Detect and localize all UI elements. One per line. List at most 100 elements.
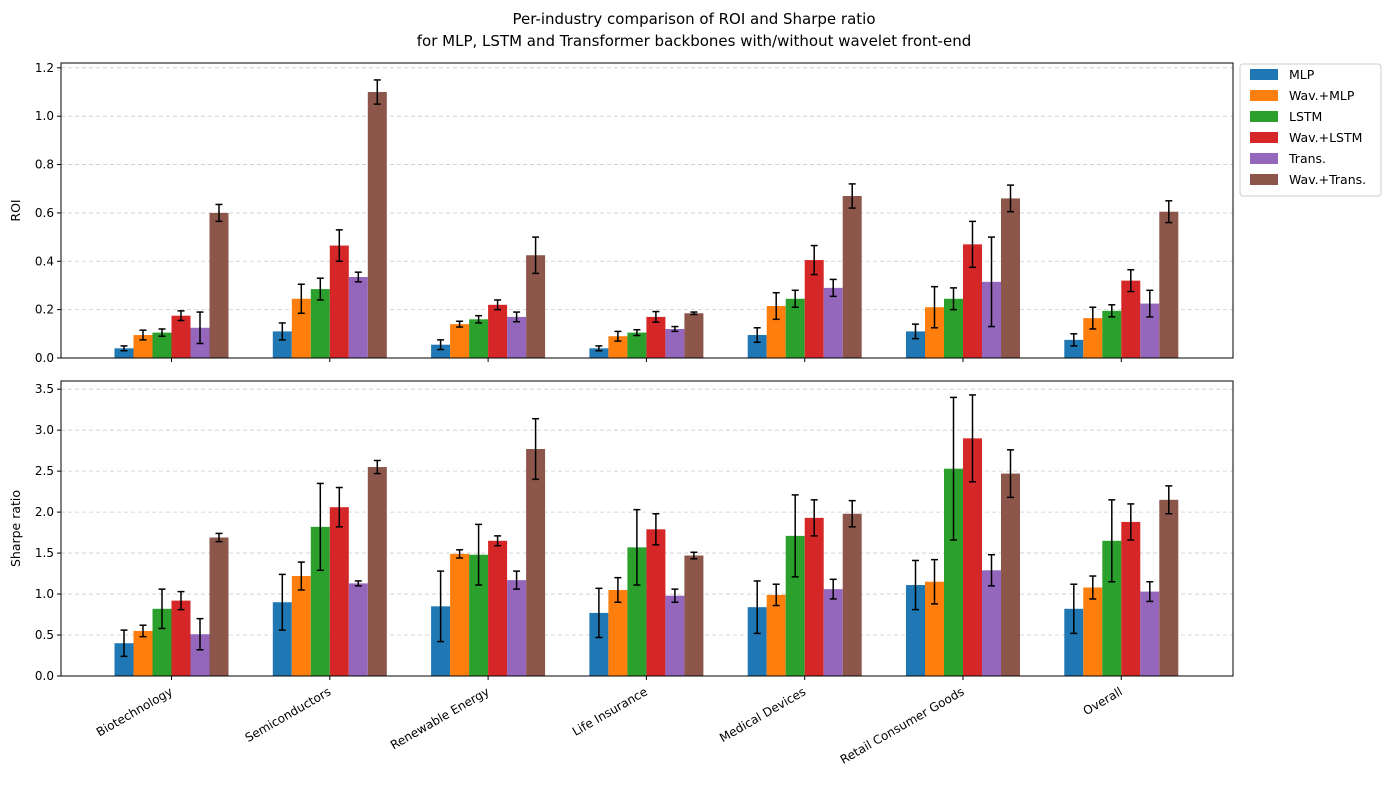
bar-mlp-semiconductors bbox=[272, 602, 292, 676]
errorbar-trans-medical-devices bbox=[829, 578, 837, 600]
legend-swatch-mlp bbox=[1250, 69, 1278, 80]
y-tick-label: 0.0 bbox=[35, 669, 54, 683]
bar-lstm-renewable-energy bbox=[469, 554, 489, 676]
errorbar-wav-lstm-biotechnology bbox=[177, 590, 185, 611]
bar-wav-trans-retail-consumer-goods bbox=[1001, 473, 1020, 676]
errorbar-wav-lstm-overall bbox=[1127, 268, 1135, 293]
bar-wav-lstm-renewable-energy bbox=[488, 304, 508, 358]
bar-trans-life-insurance bbox=[665, 595, 685, 676]
errorbar-wav-trans-renewable-energy bbox=[532, 417, 540, 481]
errorbar-wav-mlp-renewable-energy bbox=[456, 549, 464, 559]
errorbar-mlp-retail-consumer-goods bbox=[912, 323, 919, 340]
errorbar-lstm-renewable-energy bbox=[475, 314, 483, 324]
bar-mlp-life-insurance bbox=[589, 612, 609, 676]
errorbar-wav-lstm-renewable-energy bbox=[494, 535, 502, 547]
legend-label-wav-mlp: Wav.+MLP bbox=[1289, 88, 1355, 103]
bar-lstm-overall bbox=[1102, 310, 1122, 358]
errorbar-mlp-renewable-energy bbox=[437, 339, 445, 351]
errorbar-wav-trans-retail-consumer-goods bbox=[1007, 449, 1014, 499]
y-tick-label: 3.5 bbox=[35, 382, 54, 396]
bar-wav-lstm-overall bbox=[1121, 521, 1141, 676]
y-tick-label: 1.5 bbox=[35, 546, 54, 560]
errorbar-lstm-medical-devices bbox=[791, 494, 799, 578]
y-tick-label: 0.2 bbox=[35, 303, 54, 317]
errorbar-lstm-semiconductors bbox=[316, 482, 324, 572]
errorbar-wav-lstm-retail-consumer-goods bbox=[969, 394, 976, 483]
bar-mlp-retail-consumer-goods bbox=[906, 331, 925, 358]
sharpe-panel: 0.0 0.5 1.0 1.5 2.0 2.5 3.0 3.5 Sharpe ratio Biot… bbox=[8, 380, 1234, 767]
bar-wav-lstm-renewable-energy bbox=[488, 540, 508, 676]
bar-trans-renewable-energy bbox=[507, 580, 527, 676]
legend-swatch-trans bbox=[1250, 153, 1278, 164]
bar-wav-mlp-biotechnology bbox=[133, 335, 153, 358]
errorbar-mlp-biotechnology bbox=[120, 629, 128, 658]
errorbar-lstm-biotechnology bbox=[158, 588, 166, 630]
bar-mlp-biotechnology bbox=[114, 643, 134, 676]
bar-wav-trans-medical-devices bbox=[842, 195, 862, 358]
errorbar-wav-trans-overall bbox=[1165, 485, 1173, 515]
legend-label-trans: Trans. bbox=[1288, 151, 1326, 166]
errorbar-mlp-overall bbox=[1070, 583, 1078, 635]
errorbar-trans-renewable-energy bbox=[513, 311, 521, 323]
x-tick-label-retail-consumer-goods: Retail Consumer Goods bbox=[838, 684, 967, 766]
bar-wav-mlp-biotechnology bbox=[133, 630, 153, 676]
bar-wav-trans-overall bbox=[1159, 211, 1179, 358]
errorbar-wav-trans-retail-consumer-goods bbox=[1007, 184, 1014, 213]
bar-wav-lstm-overall bbox=[1121, 280, 1141, 358]
bar-wav-lstm-retail-consumer-goods bbox=[963, 244, 982, 358]
bar-mlp-overall bbox=[1064, 339, 1084, 358]
bar-trans-life-insurance bbox=[665, 328, 685, 358]
legend-label-wav-lstm: Wav.+LSTM bbox=[1289, 130, 1362, 145]
bar-mlp-overall bbox=[1064, 608, 1084, 676]
bar-wav-lstm-biotechnology bbox=[171, 315, 191, 358]
bar-wav-mlp-medical-devices bbox=[766, 594, 786, 676]
errorbar-lstm-overall bbox=[1108, 304, 1116, 318]
x-tick-label-semiconductors: Semiconductors bbox=[243, 684, 334, 744]
chart-title-line2: for MLP, LSTM and Transformer backbones … bbox=[417, 32, 971, 50]
bar-trans-retail-consumer-goods bbox=[982, 570, 1001, 676]
errorbar-trans-semiconductors bbox=[354, 271, 362, 283]
errorbar-wav-mlp-medical-devices bbox=[772, 291, 780, 321]
errorbar-lstm-biotechnology bbox=[158, 328, 166, 337]
bar-wav-mlp-retail-consumer-goods bbox=[925, 581, 944, 676]
bar-wav-trans-renewable-energy bbox=[526, 255, 546, 358]
bar-lstm-semiconductors bbox=[310, 526, 330, 676]
y-tick-label: 0.8 bbox=[35, 158, 54, 172]
bar-lstm-semiconductors bbox=[310, 289, 330, 358]
y-tick-label: 0.5 bbox=[35, 628, 54, 642]
bar-lstm-retail-consumer-goods bbox=[944, 468, 963, 676]
bar-wav-trans-life-insurance bbox=[684, 313, 704, 358]
bar-wav-mlp-retail-consumer-goods bbox=[925, 307, 944, 358]
bar-wav-trans-biotechnology bbox=[209, 212, 229, 358]
legend: MLP Wav.+MLP LSTM Wav.+LSTM Trans. Wav.+Trans… bbox=[1239, 63, 1382, 197]
bar-lstm-life-insurance bbox=[627, 547, 647, 676]
y-axis-label: Sharpe ratio bbox=[8, 490, 23, 567]
bar-trans-overall bbox=[1140, 303, 1160, 358]
bar-trans-medical-devices bbox=[823, 287, 843, 358]
x-tick-label-life-insurance: Life Insurance bbox=[570, 684, 650, 738]
errorbar-lstm-renewable-energy bbox=[475, 523, 483, 586]
legend-swatch-lstm bbox=[1250, 111, 1278, 122]
errorbar-trans-retail-consumer-goods bbox=[988, 553, 995, 587]
legend-label-wav-trans: Wav.+Trans. bbox=[1289, 172, 1366, 187]
legend-label-mlp: MLP bbox=[1289, 67, 1315, 82]
bar-wav-lstm-life-insurance bbox=[646, 529, 666, 676]
bar-wav-trans-life-insurance bbox=[684, 555, 704, 676]
bar-wav-lstm-medical-devices bbox=[804, 517, 824, 676]
bar-trans-semiconductors bbox=[348, 583, 368, 676]
errorbar-wav-mlp-overall bbox=[1089, 575, 1097, 600]
errorbar-wav-mlp-renewable-energy bbox=[456, 320, 464, 328]
bar-lstm-medical-devices bbox=[785, 535, 805, 676]
bar-wav-lstm-semiconductors bbox=[329, 507, 349, 676]
errorbar-lstm-overall bbox=[1108, 499, 1116, 583]
y-tick-label: 2.5 bbox=[35, 464, 54, 478]
axes-frame bbox=[60, 62, 1234, 359]
errorbar-lstm-retail-consumer-goods bbox=[950, 287, 957, 311]
bar-wav-trans-retail-consumer-goods bbox=[1001, 198, 1020, 358]
bar-wav-trans-biotechnology bbox=[209, 537, 229, 676]
axes-frame bbox=[60, 380, 1234, 677]
legend-swatch-wav-lstm bbox=[1250, 132, 1278, 143]
bar-lstm-overall bbox=[1102, 540, 1122, 676]
bar-wav-trans-renewable-energy bbox=[526, 449, 546, 676]
